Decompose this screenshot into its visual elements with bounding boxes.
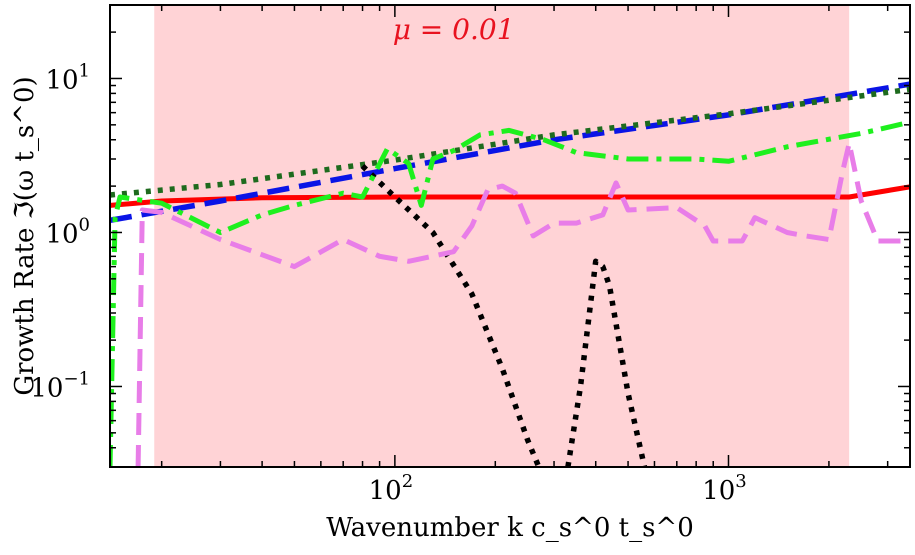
series-green-dashdot xyxy=(110,119,910,467)
y-tick-label: 10−1 xyxy=(30,368,90,403)
tick-layer xyxy=(110,4,910,468)
y-tick-label: 101 xyxy=(45,60,90,95)
tick-label-layer: 102 103 10−1 100 101 xyxy=(30,60,746,506)
y-axis-title: Growth Rate ℑ(ω t_s^0) xyxy=(10,76,40,395)
series-violet-dashed xyxy=(135,140,910,467)
series-layer xyxy=(110,81,910,467)
shaded-band xyxy=(154,5,850,467)
x-tick-label: 103 xyxy=(702,471,747,506)
y-tick-label: 100 xyxy=(45,214,90,249)
x-tick-label: 102 xyxy=(369,471,414,506)
series-black-dotted xyxy=(360,164,648,467)
plot-frame xyxy=(109,4,911,468)
series-blue-dashed xyxy=(110,81,910,224)
mu-annotation: μ = 0.01 xyxy=(393,13,515,46)
shaded-region-layer xyxy=(154,5,850,467)
x-axis-title: Wavenumber k c_s^0 t_s^0 xyxy=(326,513,694,543)
